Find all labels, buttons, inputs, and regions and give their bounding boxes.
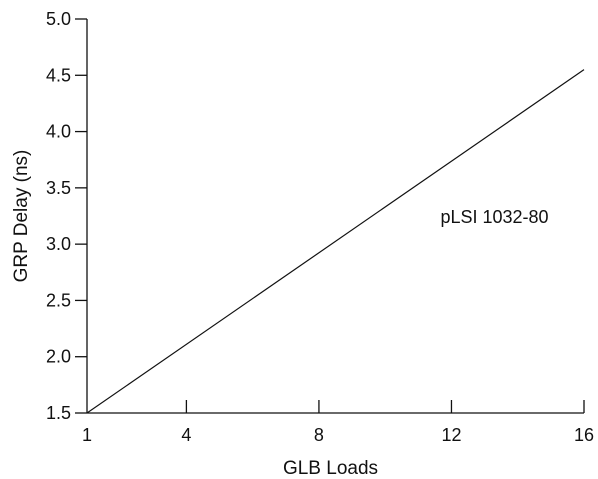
y-ticks: 1.5 2.0 2.5 3.0 3.5 4.0 4.5 5.0	[46, 9, 87, 423]
series-annotation: pLSI 1032-80	[440, 207, 548, 227]
y-tick-label: 2.5	[46, 290, 71, 310]
x-tick-label: 8	[314, 425, 324, 445]
x-tick-label: 12	[441, 425, 461, 445]
annotations: pLSI 1032-80	[440, 207, 548, 227]
x-ticks: 1 4 8 12 16	[82, 400, 594, 445]
y-tick-label: 1.5	[46, 403, 71, 423]
axes	[86, 19, 584, 414]
y-tick-label: 5.0	[46, 9, 71, 29]
y-tick-label: 3.0	[46, 234, 71, 254]
y-tick-label: 4.0	[46, 122, 71, 142]
y-tick-label: 2.0	[46, 347, 71, 367]
series	[86, 69, 585, 414]
x-axis-title: GLB Loads	[283, 458, 378, 479]
y-tick-label: 4.5	[46, 65, 71, 85]
x-tick-label: 4	[181, 425, 191, 445]
x-tick-label: 16	[574, 425, 594, 445]
y-tick-label: 3.5	[46, 178, 71, 198]
y-axis-title: GRP Delay (ns)	[11, 150, 32, 283]
x-tick-label: 1	[82, 425, 92, 445]
series-line	[86, 69, 585, 414]
